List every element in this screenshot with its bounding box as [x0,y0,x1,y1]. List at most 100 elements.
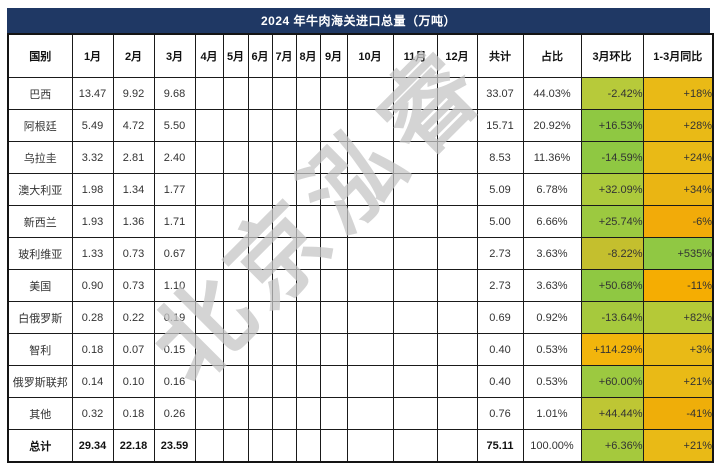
cell-month-1: 0.28 [71,301,114,334]
cell-country: 其他 [7,397,73,430]
cell-yoy-change: +18% [642,77,714,110]
cell-share: 100.00% [522,429,582,463]
cell-share: 1.01% [522,397,582,430]
cell-country: 总计 [7,429,73,463]
cell-month-empty [295,173,321,206]
cell-month-3: 1.77 [153,173,196,206]
cell-month-empty [346,173,394,206]
cell-month-empty [194,141,224,174]
table-row: 白俄罗斯 0.28 0.22 0.19 0.69 0.92% -13.64% +82% [7,301,714,334]
cell-mom-change: +32.09% [580,173,644,206]
table-row: 乌拉圭 3.32 2.81 2.40 8.53 11.36% -14.59% +24% [7,141,714,174]
cell-month-2: 2.81 [112,141,155,174]
cell-month-empty [194,109,224,142]
cell-month-empty [392,269,438,302]
table-row: 其他 0.32 0.18 0.26 0.76 1.01% +44.44% -41% [7,397,714,430]
column-header-12: 12月 [436,33,478,78]
cell-country: 新西兰 [7,205,73,238]
cell-country: 白俄罗斯 [7,301,73,334]
cell-month-empty [295,141,321,174]
cell-month-empty [194,397,224,430]
cell-month-empty [319,77,348,110]
cell-share: 6.78% [522,173,582,206]
cell-mom-change: +50.68% [580,269,644,302]
cell-month-empty [222,333,249,366]
column-header-13: 共计 [476,33,524,78]
cell-month-empty [319,141,348,174]
cell-month-empty [319,397,348,430]
cell-month-empty [319,237,348,270]
cell-month-empty [436,173,478,206]
cell-total: 5.09 [476,173,524,206]
cell-month-1: 1.93 [71,205,114,238]
cell-month-2: 0.73 [112,269,155,302]
cell-month-empty [194,365,224,398]
table-title: 2024 年牛肉海关进口总量（万吨） [7,8,710,33]
cell-month-1: 0.14 [71,365,114,398]
cell-mom-change: -8.22% [580,237,644,270]
cell-month-empty [319,269,348,302]
column-header-1: 1月 [71,33,114,78]
cell-month-empty [346,269,394,302]
cell-month-1: 0.18 [71,333,114,366]
cell-mom-change: +6.36% [580,429,644,463]
cell-month-empty [194,205,224,238]
cell-month-empty [295,237,321,270]
cell-month-2: 1.34 [112,173,155,206]
cell-month-empty [392,141,438,174]
cell-month-empty [271,77,297,110]
total-row: 总计 29.34 22.18 23.59 75.11 100.00% +6.36% +21% [7,429,714,463]
cell-yoy-change: +82% [642,301,714,334]
cell-yoy-change: +34% [642,173,714,206]
import-table: 国别 1月 2月 3月 4月 5月 6月 7月 8月 9月 10月 11月 12月 共计 占比 3月环比 1-3… [7,33,714,463]
cell-month-empty [392,205,438,238]
cell-total: 0.40 [476,365,524,398]
column-header-10: 10月 [346,33,394,78]
column-header-4: 4月 [194,33,224,78]
cell-month-empty [247,365,273,398]
table-row: 阿根廷 5.49 4.72 5.50 15.71 20.92% +16.53% +28% [7,109,714,142]
cell-month-empty [295,333,321,366]
column-header-16: 1-3月同比 [642,33,714,78]
cell-yoy-change: +21% [642,365,714,398]
cell-month-empty [319,205,348,238]
cell-month-1: 0.32 [71,397,114,430]
cell-month-1: 29.34 [71,429,114,463]
cell-month-1: 1.33 [71,237,114,270]
cell-country: 巴西 [7,77,73,110]
cell-month-3: 2.40 [153,141,196,174]
cell-month-empty [346,429,394,463]
cell-month-empty [222,173,249,206]
cell-yoy-change: +28% [642,109,714,142]
cell-month-3: 5.50 [153,109,196,142]
cell-month-empty [392,173,438,206]
table-row: 美国 0.90 0.73 1.10 2.73 3.63% +50.68% -11% [7,269,714,302]
cell-month-empty [247,301,273,334]
cell-month-1: 1.98 [71,173,114,206]
cell-month-empty [247,141,273,174]
cell-month-empty [346,365,394,398]
cell-month-empty [436,397,478,430]
cell-total: 33.07 [476,77,524,110]
cell-month-2: 0.22 [112,301,155,334]
cell-month-empty [222,141,249,174]
cell-yoy-change: -11% [642,269,714,302]
cell-month-empty [436,429,478,463]
cell-month-2: 9.92 [112,77,155,110]
cell-month-empty [271,365,297,398]
cell-month-empty [222,429,249,463]
cell-month-2: 0.73 [112,237,155,270]
cell-month-empty [319,365,348,398]
cell-yoy-change: -6% [642,205,714,238]
cell-month-empty [295,301,321,334]
cell-month-2: 0.10 [112,365,155,398]
cell-month-empty [436,205,478,238]
cell-month-empty [436,269,478,302]
cell-month-1: 3.32 [71,141,114,174]
cell-month-empty [436,109,478,142]
cell-month-empty [319,301,348,334]
cell-month-empty [247,269,273,302]
cell-share: 6.66% [522,205,582,238]
column-header-5: 5月 [222,33,249,78]
cell-month-empty [222,109,249,142]
